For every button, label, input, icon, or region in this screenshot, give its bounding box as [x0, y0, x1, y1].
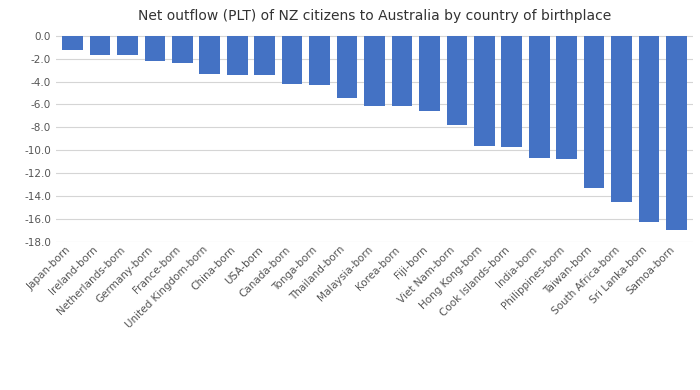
Bar — [227, 36, 248, 75]
Bar — [254, 36, 275, 75]
Bar — [337, 36, 357, 98]
Bar — [666, 36, 687, 230]
Bar — [282, 36, 302, 84]
Bar — [144, 36, 165, 61]
Bar — [419, 36, 440, 111]
Bar — [199, 36, 220, 74]
Bar — [117, 36, 138, 55]
Bar — [639, 36, 659, 222]
Bar — [172, 36, 192, 63]
Bar — [90, 36, 110, 55]
Bar — [392, 36, 412, 106]
Bar — [501, 36, 522, 147]
Bar — [309, 36, 330, 85]
Bar — [556, 36, 577, 160]
Bar — [447, 36, 467, 125]
Bar — [529, 36, 550, 158]
Bar — [62, 36, 83, 50]
Bar — [584, 36, 605, 188]
Bar — [611, 36, 632, 202]
Bar — [474, 36, 495, 145]
Title: Net outflow (PLT) of NZ citizens to Australia by country of birthplace: Net outflow (PLT) of NZ citizens to Aust… — [138, 9, 611, 23]
Bar — [364, 36, 385, 106]
